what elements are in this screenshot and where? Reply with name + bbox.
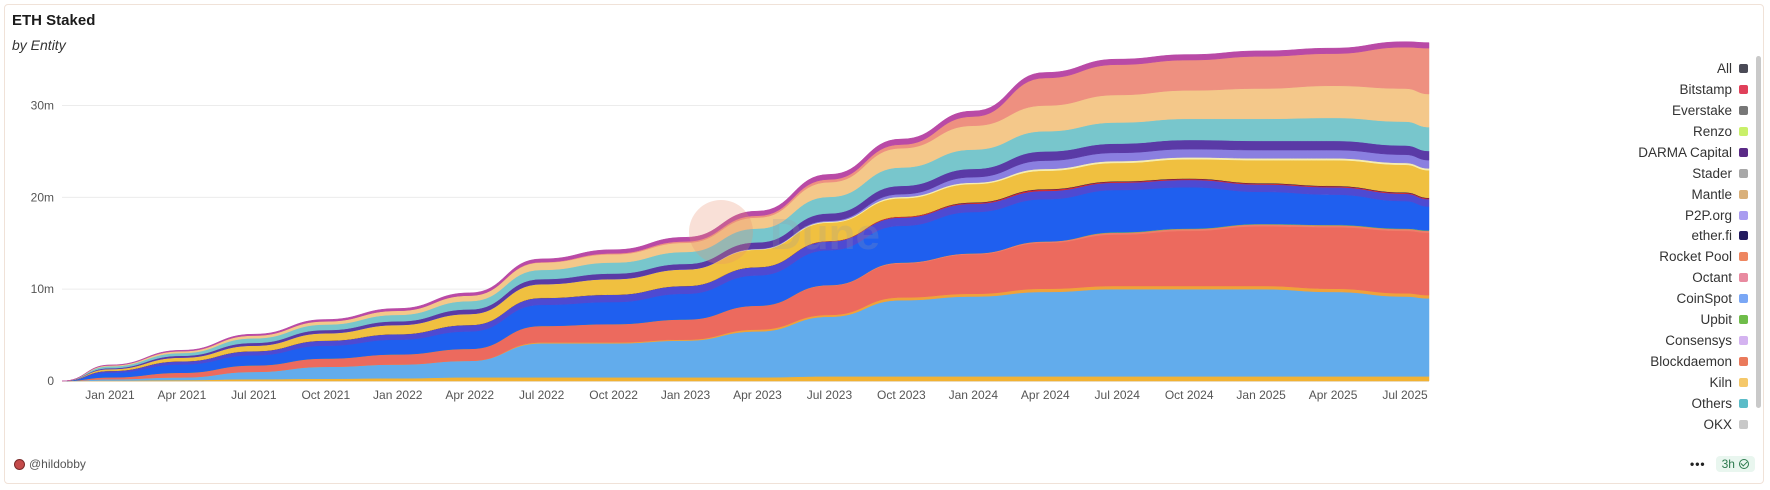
legend-swatch [1739, 168, 1748, 178]
x-tick-label: Jul 2025 [1382, 388, 1428, 402]
legend-label: Stader [1692, 165, 1732, 181]
legend-swatch [1739, 315, 1748, 325]
legend-swatch [1739, 189, 1748, 199]
x-tick-label: Apr 2022 [445, 388, 494, 402]
y-tick-label: 30m [31, 99, 54, 113]
chart-title: ETH Staked [12, 12, 96, 29]
legend-label: Others [1691, 395, 1732, 411]
legend-item[interactable]: OKX [1598, 414, 1748, 435]
legend-item[interactable]: Blockdaemon [1598, 351, 1748, 372]
legend-swatch [1739, 398, 1748, 408]
x-tick-label: Oct 2022 [589, 388, 638, 402]
refresh-status-badge[interactable]: 3h [1715, 456, 1755, 472]
legend-label: Everstake [1671, 102, 1732, 118]
x-tick-label: Oct 2023 [877, 388, 926, 402]
legend-item[interactable]: P2P.org [1598, 205, 1748, 226]
x-tick-label: Jan 2022 [373, 388, 423, 402]
legend-item[interactable]: Stader [1598, 163, 1748, 184]
legend-item[interactable]: DARMA Capital [1598, 142, 1748, 163]
chart-legend: All Bitstamp Everstake Renzo DARMA Capital St… [1598, 58, 1748, 435]
area-series-all [61, 41, 1430, 382]
dune-watermark-logo [689, 200, 753, 264]
chart-subtitle: by Entity [12, 37, 66, 53]
legend-label: Renzo [1692, 123, 1732, 139]
legend-label: P2P.org [1684, 207, 1732, 223]
legend-swatch [1739, 294, 1748, 304]
x-tick-label: Apr 2024 [1021, 388, 1070, 402]
x-tick-label: Oct 2021 [301, 388, 350, 402]
x-tick-label: Jul 2022 [519, 388, 565, 402]
legend-item[interactable]: Rocket Pool [1598, 246, 1748, 267]
legend-label: OKX [1703, 416, 1732, 432]
check-circle-icon [1738, 459, 1749, 469]
legend-item[interactable]: Upbit [1598, 309, 1748, 330]
legend-swatch [1739, 210, 1748, 220]
legend-label: CoinSpot [1676, 291, 1732, 307]
legend-swatch [1739, 84, 1748, 94]
legend-label: Octant [1692, 270, 1732, 286]
x-tick-label: Jan 2025 [1236, 388, 1286, 402]
author-handle: @hildobby [29, 457, 86, 471]
legend-swatch [1739, 63, 1748, 73]
refresh-interval-label: 3h [1721, 457, 1735, 471]
legend-item[interactable]: Mantle [1598, 184, 1748, 205]
author-credit[interactable]: @hildobby [14, 457, 86, 471]
legend-item[interactable]: Everstake [1598, 100, 1748, 121]
x-tick-label: Jul 2023 [807, 388, 853, 402]
legend-label: Consensys [1665, 333, 1732, 349]
legend-swatch [1739, 273, 1748, 283]
x-tick-label: Jan 2024 [949, 388, 999, 402]
y-tick-label: 10m [31, 282, 54, 296]
legend-label: Blockdaemon [1650, 354, 1732, 370]
legend-item[interactable]: Consensys [1598, 330, 1748, 351]
legend-swatch [1739, 231, 1748, 241]
author-avatar [14, 458, 25, 470]
legend-swatch [1739, 419, 1748, 429]
legend-label: DARMA Capital [1638, 144, 1732, 160]
x-tick-label: Oct 2024 [1165, 388, 1214, 402]
x-tick-label: Jan 2023 [661, 388, 711, 402]
x-tick-label: Apr 2021 [158, 388, 207, 402]
legend-label: Rocket Pool [1659, 249, 1732, 265]
legend-item[interactable]: Bitstamp [1598, 79, 1748, 100]
x-tick-label: Apr 2025 [1309, 388, 1358, 402]
legend-item[interactable]: Octant [1598, 267, 1748, 288]
legend-label: Mantle [1691, 186, 1732, 202]
legend-swatch [1739, 252, 1748, 262]
legend-label: ether.fi [1691, 228, 1732, 244]
x-tick-label: Apr 2023 [733, 388, 782, 402]
chart-footer-controls: ••• 3h [1690, 456, 1755, 472]
legend-swatch [1739, 147, 1748, 157]
y-tick-label: 20m [31, 190, 54, 204]
legend-label: Upbit [1700, 312, 1732, 328]
legend-swatch [1739, 105, 1748, 115]
legend-label: Kiln [1709, 375, 1732, 391]
legend-item[interactable]: Others [1598, 393, 1748, 414]
legend-label: All [1716, 60, 1732, 76]
x-tick-label: Jul 2024 [1095, 388, 1141, 402]
more-options-button[interactable]: ••• [1690, 457, 1706, 471]
legend-scrollbar[interactable] [1756, 56, 1761, 408]
legend-item[interactable]: ether.fi [1598, 226, 1748, 247]
legend-item[interactable]: Kiln [1598, 372, 1748, 393]
legend-swatch [1739, 126, 1748, 136]
y-tick-label: 0 [47, 374, 54, 388]
legend-item[interactable]: Renzo [1598, 121, 1748, 142]
legend-item[interactable]: CoinSpot [1598, 288, 1748, 309]
x-tick-label: Jan 2021 [85, 388, 135, 402]
legend-swatch [1739, 357, 1748, 367]
legend-swatch [1739, 378, 1748, 388]
legend-item[interactable]: All [1598, 58, 1748, 79]
x-tick-label: Jul 2021 [231, 388, 277, 402]
legend-swatch [1739, 336, 1748, 346]
legend-label: Bitstamp [1679, 81, 1732, 97]
dune-watermark-text: Dune [770, 210, 880, 259]
